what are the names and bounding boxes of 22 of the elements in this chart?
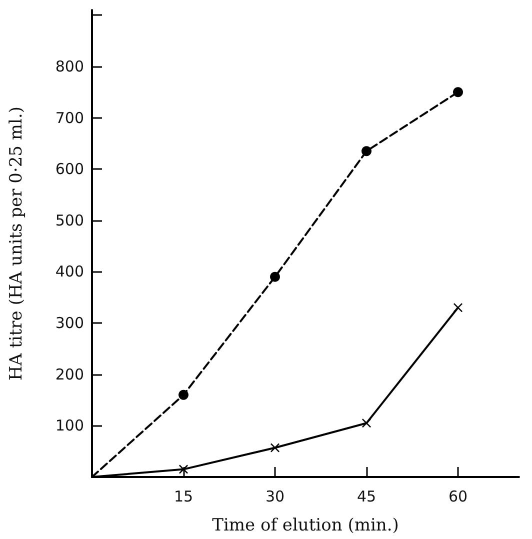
point [178,390,188,400]
y-tick-label: 600 [55,160,84,178]
y-tick-label: 400 [55,262,84,281]
x-tick-label: 30 [265,488,285,506]
point [362,418,371,428]
y-tick-label: 500 [55,211,84,230]
x-tick-label: 45 [356,488,376,506]
y-tick-label: 800 [55,57,84,76]
point [270,272,280,282]
point [454,303,462,312]
point [270,443,280,452]
point [179,464,188,474]
y-tick-label: 300 [55,314,84,332]
y-tick-label: 700 [55,108,84,127]
point [453,87,463,98]
y-tick-label: 100 [55,416,84,435]
y-axis-title: HA titre (HA units per 0·25 ml.) [6,106,26,380]
y-tick-label: 200 [55,365,84,384]
x-tick-label: 15 [174,488,194,506]
x-axis-title: Time of elution (min.) [212,516,399,536]
point [362,146,372,156]
x-tick-label: 60 [448,488,468,506]
